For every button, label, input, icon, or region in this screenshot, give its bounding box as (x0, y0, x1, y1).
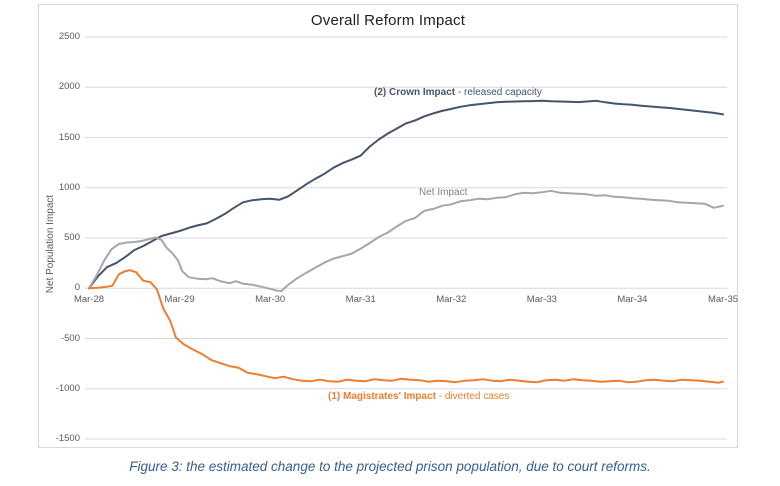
y-tick-label: 500 (64, 232, 80, 243)
x-tick-label: Mar-28 (73, 294, 105, 305)
y-tick-label: -1500 (55, 433, 80, 444)
y-tick-label: 1500 (58, 131, 80, 143)
chart-title: Overall Reform Impact (310, 12, 466, 29)
series-label-magistrates-impact: (1) Magistrates' Impact - diverted cases (328, 391, 509, 402)
series-label-crown-impact-normal: - released capacity (455, 87, 542, 98)
x-tick-label: Mar-30 (255, 294, 286, 305)
series-line (88, 269, 724, 384)
x-tick-label: Mar-33 (526, 294, 557, 305)
series-label-net-impact-normal: Net Impact (419, 187, 468, 198)
y-tick-label: 2000 (58, 81, 80, 93)
series-line (88, 99, 724, 290)
series-line (88, 189, 724, 293)
x-tick-label: Mar-35 (707, 294, 739, 305)
x-tick-label: Mar-32 (436, 294, 467, 305)
y-tick-label: 1000 (58, 181, 80, 193)
y-tick-label: -500 (60, 332, 80, 344)
series-label-crown-impact: (2) Crown Impact - released capacity (374, 87, 542, 98)
figure-caption: Figure 3: the estimated change to the pr… (129, 459, 651, 474)
x-tick-label: Mar-31 (345, 294, 376, 305)
x-tick-label: Mar-34 (617, 294, 648, 305)
x-tick-label: Mar-29 (164, 294, 195, 305)
chart-container: Overall Reform Impact Net Population Imp… (38, 4, 738, 448)
y-tick-label: 0 (74, 282, 80, 294)
y-tick-label: 2500 (58, 31, 80, 42)
line-chart-plot (85, 36, 727, 440)
series-label-magistrates-impact-strong: (1) Magistrates' Impact (328, 391, 436, 402)
series-label-net-impact: Net Impact (419, 187, 467, 198)
y-tick-label: -1000 (55, 382, 80, 394)
series-label-crown-impact-strong: (2) Crown Impact (374, 87, 456, 98)
series-label-magistrates-impact-normal: - diverted cases (435, 391, 510, 402)
